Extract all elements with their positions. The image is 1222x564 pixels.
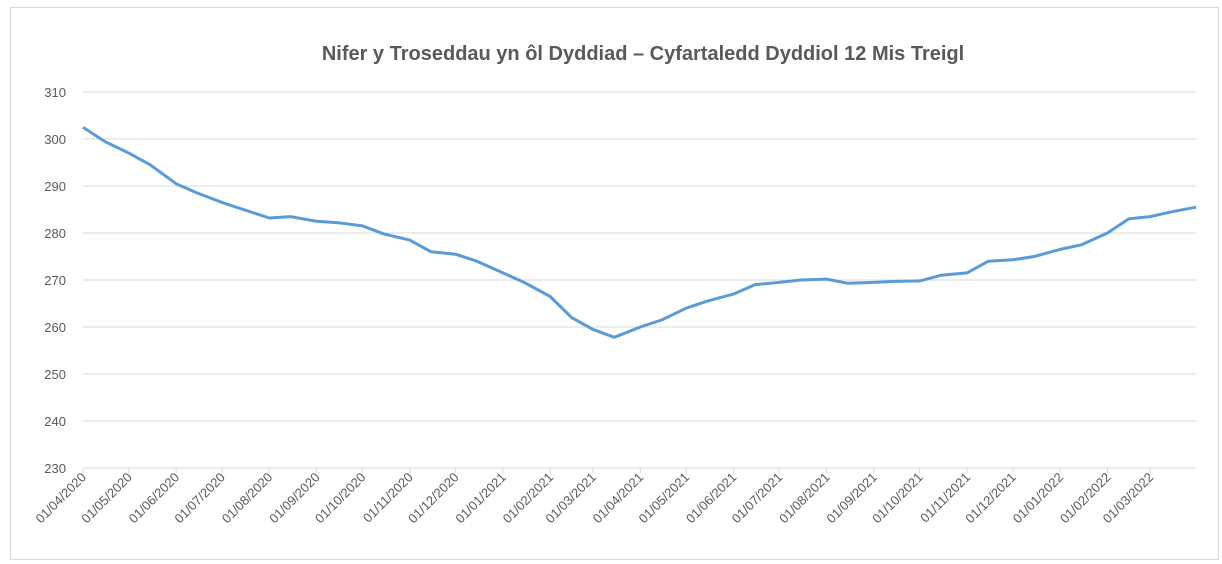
- y-tick-label: 290: [44, 179, 66, 194]
- chart-title: Nifer y Troseddau yn ôl Dyddiad – Cyfart…: [322, 43, 964, 65]
- y-tick-label: 270: [44, 273, 66, 288]
- y-tick-label: 230: [44, 461, 66, 476]
- y-tick-label: 250: [44, 367, 66, 382]
- line: [82, 126, 1197, 339]
- y-tick-label: 310: [44, 85, 66, 100]
- y-tick-label: 300: [44, 132, 66, 147]
- chart-frame: [10, 7, 1219, 560]
- y-tick-label: 280: [44, 226, 66, 241]
- y-tick-label: 260: [44, 320, 66, 335]
- y-tick-label: 240: [44, 414, 66, 429]
